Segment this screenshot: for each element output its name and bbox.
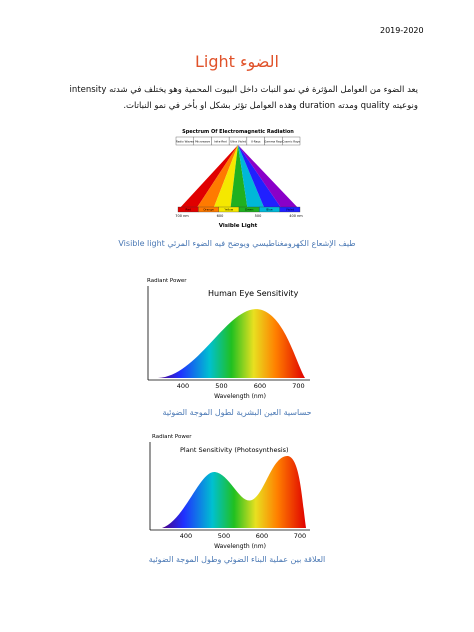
color-label: Orange bbox=[203, 208, 214, 212]
spectrum-stripe bbox=[178, 145, 238, 210]
x-tick-label: 700 bbox=[294, 532, 306, 540]
x-tick-label: 500 bbox=[215, 382, 227, 390]
x-tick-label: 600 bbox=[254, 382, 266, 390]
sensitivity-curve bbox=[162, 455, 306, 528]
year: 2019-2020 bbox=[380, 26, 424, 35]
band-label: Cosmic Rays bbox=[282, 140, 300, 144]
color-label: Violet bbox=[286, 208, 295, 212]
x-tick-label: 600 bbox=[256, 532, 268, 540]
band-label: X-Rays bbox=[251, 140, 261, 144]
x-tick-label: 400 bbox=[177, 382, 189, 390]
wavelength-label: 600 bbox=[217, 214, 224, 218]
y-axis-label: Radiant Power bbox=[147, 278, 187, 284]
spectrum-stripe bbox=[212, 145, 238, 210]
spectrum-stripe bbox=[195, 145, 238, 210]
chart-labels: Radiant Power Human Eye Sensitivity 400 500… bbox=[147, 278, 306, 550]
color-label: Green bbox=[245, 208, 254, 212]
caption: العلاقة بين عملية البناء الضوئي وطول الم… bbox=[148, 555, 326, 564]
x-axis-label: Wavelength (nm) bbox=[214, 543, 266, 550]
paragraph: يعد الضوء من العوامل المؤثرة في نمو النب… bbox=[69, 85, 418, 111]
color-label: Yellow bbox=[225, 208, 234, 212]
eye-chart bbox=[147, 286, 310, 381]
wavelength-label: 700 nm bbox=[175, 214, 189, 218]
band-label: Radio Waves bbox=[176, 140, 194, 144]
title: الضوء Light bbox=[194, 52, 279, 71]
x-tick-label: 400 bbox=[180, 532, 192, 540]
color-label: Blue bbox=[266, 208, 272, 212]
x-tick-label: 500 bbox=[218, 532, 230, 540]
y-axis-label: Radiant Power bbox=[152, 434, 192, 440]
band-label: Ultra Violet bbox=[230, 140, 247, 144]
figure-label: Visible Light bbox=[219, 223, 258, 229]
wavelength-label: 400 nm bbox=[289, 214, 303, 218]
caption: حساسية العين البشرية لطول الموجة الضوئية bbox=[162, 408, 312, 417]
band-label: Infra-Red bbox=[214, 140, 227, 144]
spectrum-figure: Spectrum Of Electromagnetic Radiation Rad… bbox=[175, 129, 303, 229]
spectrum-stripe bbox=[238, 145, 283, 210]
plant-chart bbox=[149, 442, 310, 531]
color-cell bbox=[279, 206, 301, 213]
chart-title: Human Eye Sensitivity bbox=[208, 289, 299, 298]
figure-title: Spectrum Of Electromagnetic Radiation bbox=[182, 129, 294, 135]
band-label: Microwave bbox=[195, 140, 210, 144]
caption: طيف الإشعاع الكهرومغناطيسي ويوضح فيه الض… bbox=[118, 239, 356, 248]
spectrum-stripe bbox=[230, 145, 248, 210]
wavelength-label: 500 bbox=[255, 214, 262, 218]
x-tick-label: 700 bbox=[292, 382, 304, 390]
sensitivity-curve bbox=[158, 309, 305, 378]
band-cell bbox=[282, 136, 301, 146]
color-label: Red bbox=[186, 208, 192, 212]
band-label: Gamma Rays bbox=[264, 140, 283, 144]
x-axis-label: Wavelength (nm) bbox=[214, 393, 266, 400]
spectrum-stripe bbox=[238, 145, 300, 210]
chart-title: Plant Sensitivity (Photosynthesis) bbox=[180, 446, 289, 454]
